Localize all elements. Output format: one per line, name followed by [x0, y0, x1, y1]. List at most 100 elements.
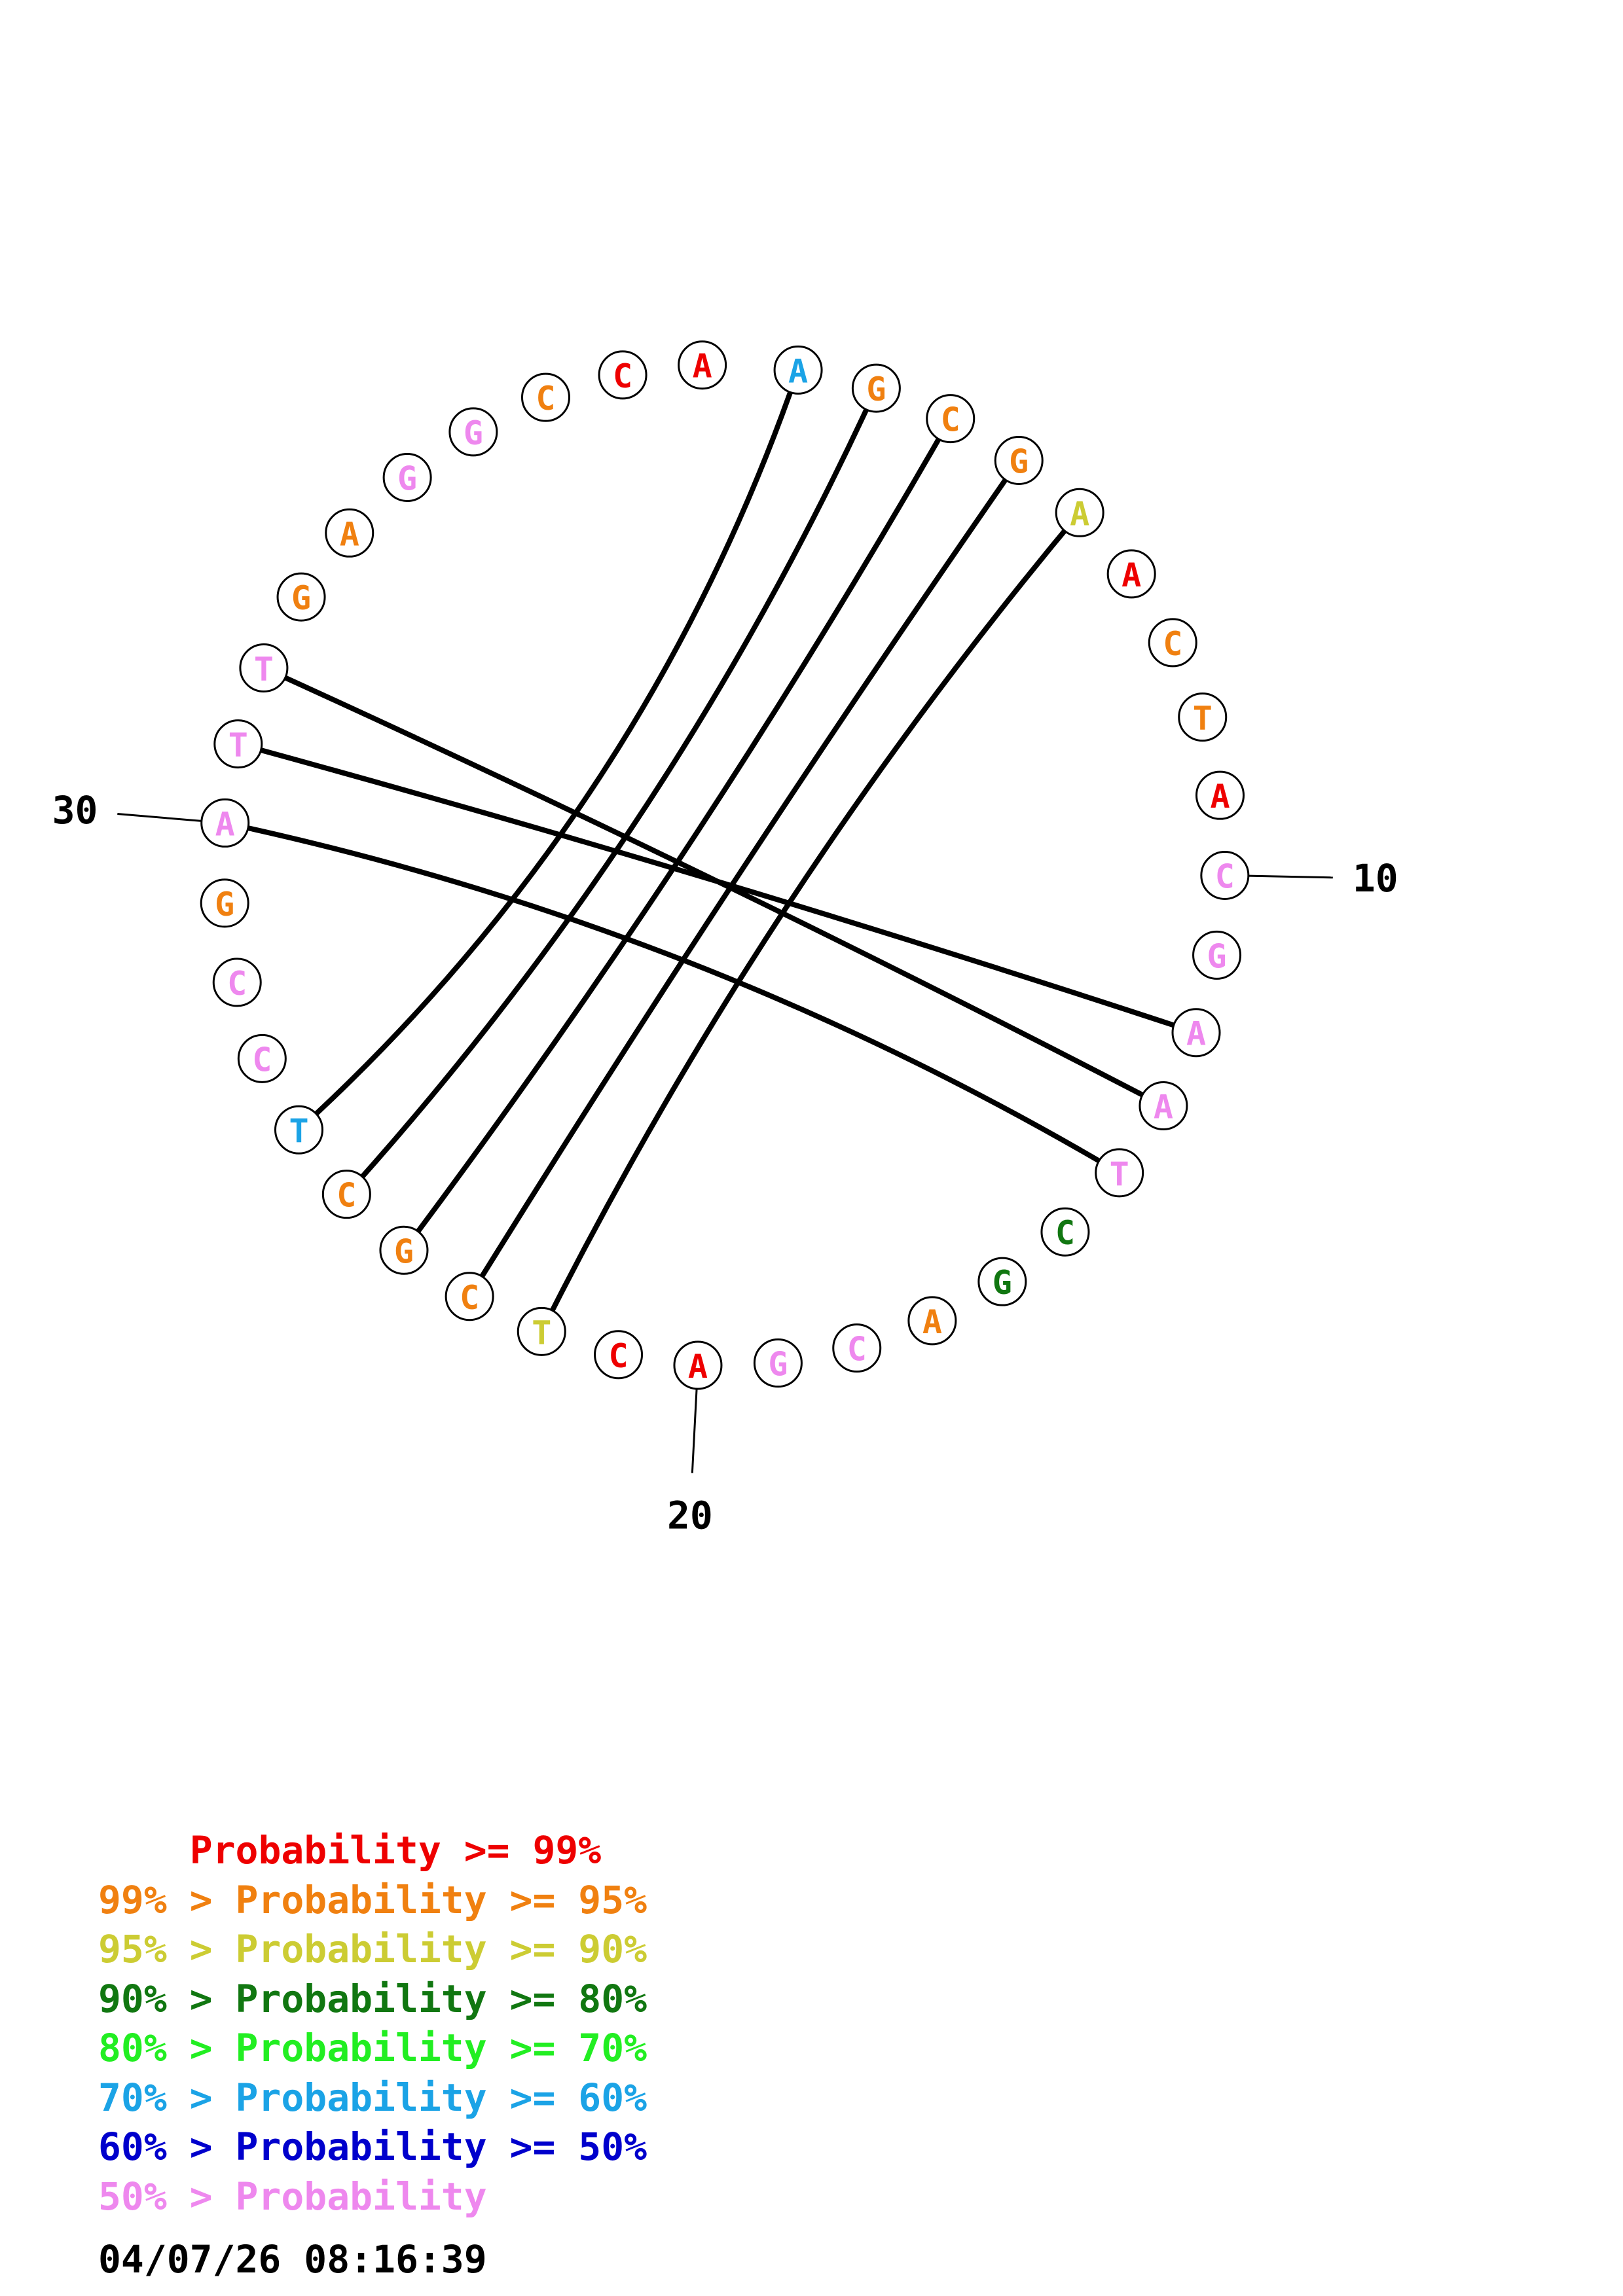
legend-row-6: 60% > Probability >= 50% [98, 2123, 647, 2172]
nucleotide-circle [851, 363, 901, 413]
nucleotide-circle [1139, 1081, 1188, 1130]
nucleotide-19: G [753, 1338, 803, 1388]
tick-label-30: 30 [52, 788, 98, 833]
nucleotide-base: A [693, 348, 712, 386]
legend-row-2: 95% > Probability >= 90% [98, 1925, 647, 1975]
nucleotide-17: A [907, 1296, 957, 1346]
nucleotide-20: A [673, 1340, 723, 1390]
nucleotide-base: C [1215, 857, 1235, 895]
nucleotide-circle [832, 1323, 882, 1373]
nucleotide-14: T [1095, 1148, 1144, 1198]
legend-text: Probability [235, 2174, 487, 2219]
nucleotide-base: C [536, 380, 555, 418]
nucleotide-30: A [200, 798, 250, 848]
nucleotide-26: T [274, 1105, 323, 1155]
nucleotide-base: A [340, 515, 359, 553]
nucleotide-25: C [321, 1170, 371, 1219]
nucleotide-circle [1148, 618, 1197, 668]
legend-text: Probability >= 90% [235, 1927, 647, 1971]
legend-row-4: 80% > Probability >= 70% [98, 2024, 647, 2073]
nucleotide-32: T [239, 643, 289, 693]
legend-row-0: Probability >= 99% [98, 1826, 647, 1876]
nucleotide-33: G [276, 572, 326, 622]
nucleotide-circle [517, 1306, 566, 1356]
nucleotide-circle [274, 1105, 323, 1155]
base-pair-arc-4-23 [467, 459, 1021, 1298]
nucleotide-base: T [228, 726, 248, 764]
legend-text: Probability >= 50% [235, 2125, 647, 2169]
legend-prefix: 90% > [98, 1976, 236, 2021]
tick-line-20 [691, 1388, 698, 1473]
legend-row-7: 50% > Probability [98, 2172, 647, 2222]
nucleotide-base: A [1154, 1088, 1173, 1126]
nucleotide-base: G [1207, 937, 1227, 975]
nucleotide-base: C [252, 1041, 272, 1079]
nucleotide-2: G [851, 363, 901, 413]
base-pair-arcs [224, 369, 1197, 1333]
nucleotide-base: C [1055, 1214, 1075, 1252]
nucleotide-circle [926, 394, 976, 444]
nucleotide-16: G [977, 1257, 1027, 1306]
nucleotide-12: A [1171, 1008, 1221, 1058]
nucleotide-circle [598, 350, 647, 400]
nucleotide-base: T [1193, 700, 1213, 738]
tick-label-20: 20 [667, 1494, 713, 1538]
nucleotide-circle [321, 1170, 371, 1219]
nucleotide-circle [1055, 488, 1104, 537]
nucleotide-base: G [464, 414, 483, 452]
legend-prefix: 70% > [98, 2075, 236, 2120]
nucleotide-circle [445, 1272, 494, 1321]
nucleotide-36: G [448, 407, 498, 457]
legend-prefix: 99% > [98, 1877, 236, 1922]
nucleotide-circle [379, 1225, 429, 1275]
base-pair-arc-1-26 [297, 369, 801, 1132]
nucleotide-base: A [1186, 1015, 1206, 1053]
nucleotide-circle [448, 407, 498, 457]
tick-label-10: 10 [1353, 856, 1398, 901]
legend-text: Probability >= 99% [189, 1828, 602, 1873]
nucleotide-base: G [993, 1264, 1012, 1302]
nucleotide-base: C [608, 1337, 628, 1375]
nucleotide-circle [276, 572, 326, 622]
nucleotide-base: G [291, 579, 311, 617]
nucleotide-base: A [688, 1348, 708, 1386]
nucleotide-circle [678, 340, 727, 390]
nucleotide-7: C [1148, 618, 1197, 668]
legend-row-5: 70% > Probability >= 60% [98, 2073, 647, 2123]
nucleotide-base: G [1009, 443, 1029, 481]
nucleotide-9: A [1195, 770, 1245, 820]
legend-row-3: 90% > Probability >= 80% [98, 1975, 647, 2024]
nucleotide-circle [1195, 770, 1245, 820]
nucleotide-circle [1106, 549, 1156, 599]
nucleotide-circle [1192, 930, 1242, 980]
nucleotide-circle [1040, 1207, 1090, 1257]
nucleotide-base: C [460, 1279, 479, 1317]
nucleotide-base: A [1122, 556, 1141, 594]
nucleotide-29: G [200, 878, 249, 928]
legend-prefix: 60% > [98, 2125, 236, 2169]
base-pair-arc-13-32 [263, 665, 1165, 1109]
nucleotide-base: C [1163, 625, 1182, 663]
nucleotide-circle [200, 798, 250, 848]
nucleotide-base: T [532, 1314, 551, 1352]
nucleotide-base: G [394, 1232, 414, 1270]
nucleotide-base: T [289, 1112, 308, 1150]
nucleotide-circle [1200, 850, 1250, 900]
nucleotide-base: A [1070, 495, 1089, 533]
nucleotide-circle [773, 345, 823, 395]
nucleotide-base: G [866, 370, 886, 408]
nucleotide-8: T [1178, 692, 1228, 742]
nucleotide-base: T [254, 651, 274, 689]
nucleotide-circle [1171, 1008, 1221, 1058]
nucleotide-circle [382, 452, 432, 502]
nucleotide-base: C [227, 965, 247, 1003]
nucleotide-circle [1178, 692, 1228, 742]
nucleotide-circle [994, 436, 1044, 486]
nucleotide-34: A [325, 508, 374, 558]
base-pair-arc-12-31 [237, 741, 1197, 1035]
legend-prefix [98, 1828, 190, 1873]
nucleotide-base: C [847, 1331, 867, 1369]
legend-text: Probability >= 70% [235, 2026, 647, 2070]
nucleotide-circle [753, 1338, 803, 1388]
